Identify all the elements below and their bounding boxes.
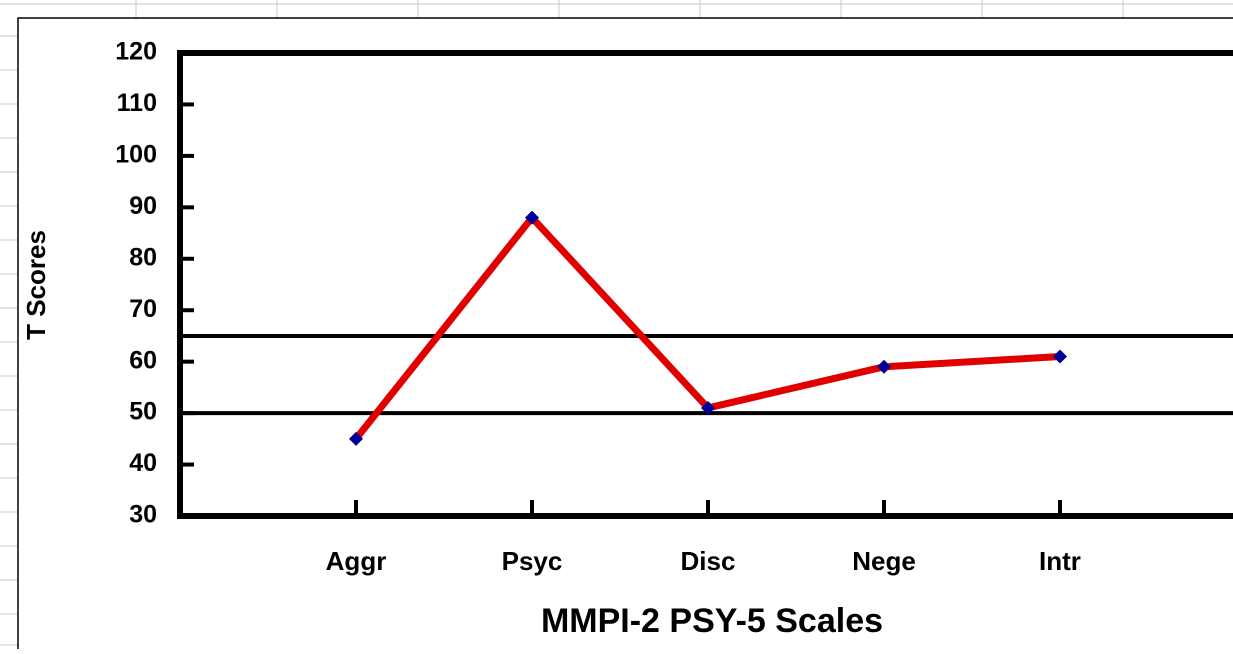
y-tick-label: 120 — [115, 38, 157, 66]
y-tick-label: 100 — [115, 140, 157, 168]
y-tick-label: 110 — [117, 89, 157, 117]
y-tick-label: 80 — [129, 243, 157, 271]
y-axis-title: T Scores — [21, 230, 51, 340]
y-tick-label: 90 — [129, 192, 157, 220]
data-point — [1053, 349, 1067, 364]
y-tick-label: 60 — [129, 346, 157, 374]
y-tick-label: 50 — [129, 398, 157, 426]
y-tick-label: 30 — [129, 501, 157, 529]
x-tick-label: Disc — [681, 546, 736, 576]
x-tick-label: Aggr — [326, 546, 387, 576]
data-point — [349, 431, 363, 446]
x-tick-label: Intr — [1039, 546, 1081, 576]
x-tick-label: Nege — [852, 546, 916, 576]
data-point — [525, 210, 539, 225]
data-point — [877, 359, 891, 374]
y-tick-label: 40 — [129, 449, 157, 477]
data-point — [701, 400, 715, 415]
x-tick-label: Psyc — [502, 546, 563, 576]
y-tick-label: 70 — [129, 295, 157, 323]
x-axis-title: MMPI-2 PSY-5 Scales — [541, 602, 883, 640]
